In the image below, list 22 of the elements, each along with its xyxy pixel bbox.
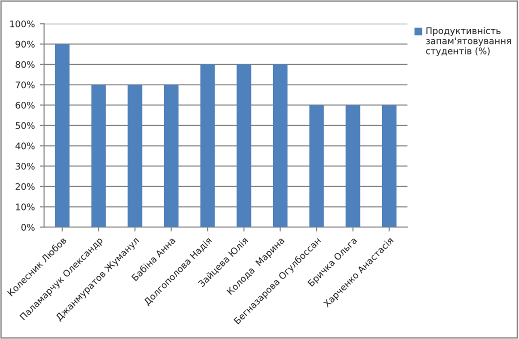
y-tick-label: 90% (16, 40, 35, 48)
bar (91, 84, 106, 228)
bar (309, 105, 324, 228)
y-tick-label: 10% (16, 204, 35, 210)
bar (236, 64, 252, 228)
y-tick-label: 50% (16, 122, 35, 129)
y-tick-label: 30% (16, 162, 35, 170)
bar (272, 64, 288, 228)
y-tick-label: 60% (16, 102, 35, 109)
bar (200, 64, 215, 228)
y-tick-label: 0% (21, 224, 35, 231)
y-tick-label: 80% (16, 61, 35, 68)
bar (55, 44, 70, 228)
bar (128, 84, 142, 228)
y-tick-label: 100% (10, 20, 35, 28)
y-tick-label: 40% (15, 142, 35, 150)
y-tick-label: 70% (16, 81, 35, 88)
y-tick-label: 20% (16, 183, 35, 190)
bar (346, 105, 360, 228)
legend-label: Продуктивність запам'ятовування студентів (%) (426, 27, 511, 56)
bar (382, 105, 397, 228)
bar (164, 84, 179, 228)
